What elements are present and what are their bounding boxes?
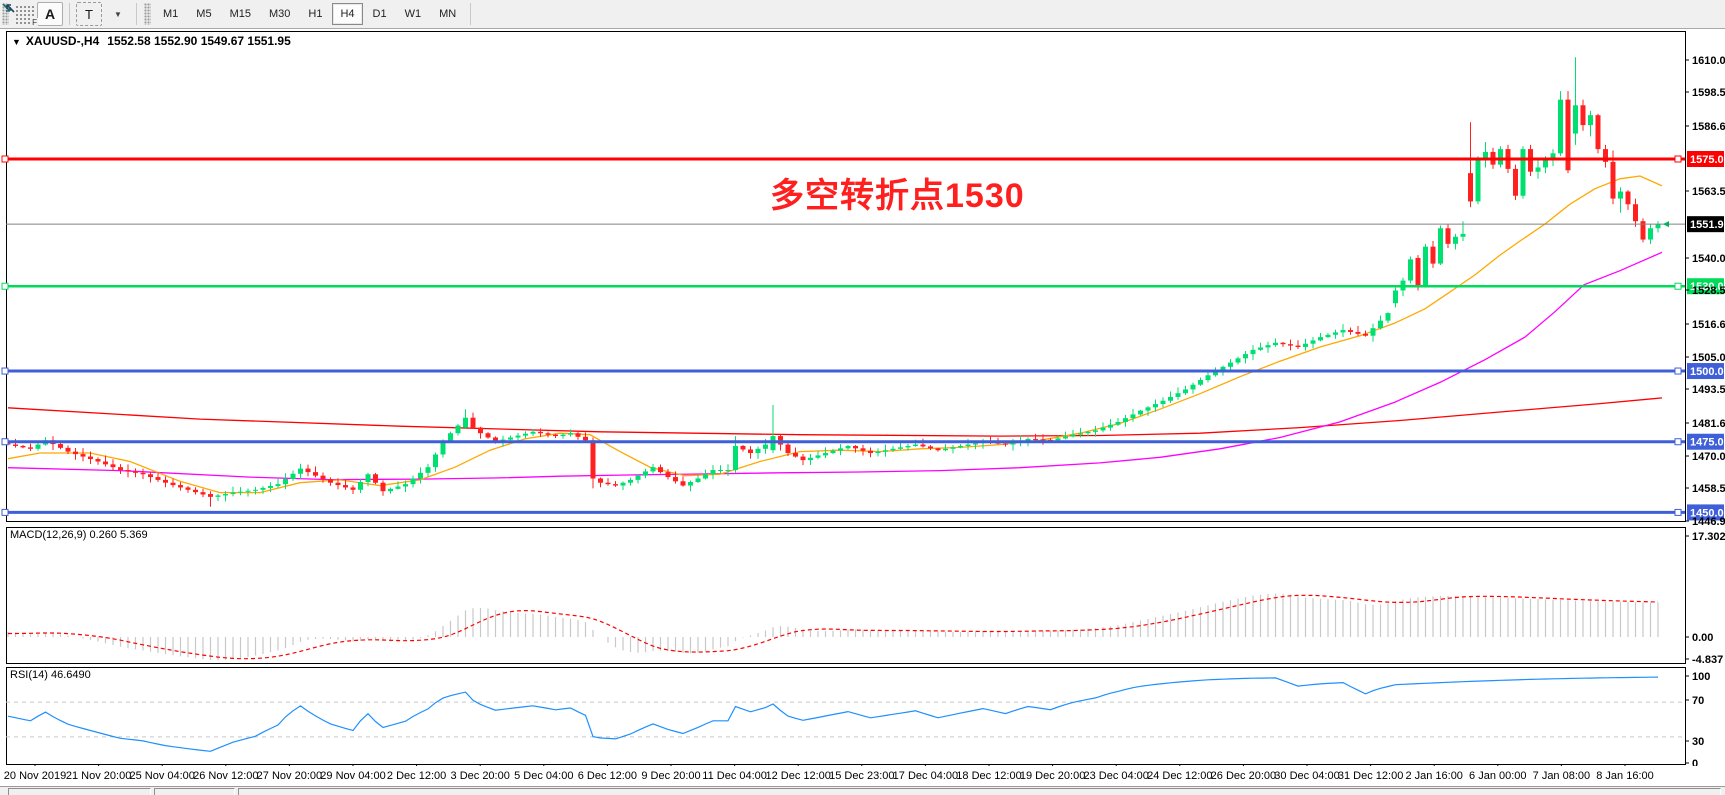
main-price-panel[interactable]: 1575.00 1530.00 1500.00 1475.00 1450.00 1551.… — [1, 31, 1725, 528]
time-axis-label: 12 Dec 12:00 — [765, 770, 831, 782]
macd-indicator-label: MACD(12,26,9) 0.260 5.369 — [10, 529, 148, 541]
timeframe-button-h1[interactable]: H1 — [308, 8, 323, 20]
svg-text:1598.50: 1598.50 — [1692, 87, 1725, 99]
svg-text:0.00: 0.00 — [1692, 632, 1713, 644]
svg-text:1470.05: 1470.05 — [1692, 451, 1725, 463]
time-axis-label: 25 Nov 04:00 — [129, 770, 195, 782]
svg-text:1528.50: 1528.50 — [1692, 285, 1725, 297]
diagonal-arrows-icon — [2, 3, 15, 13]
timeframe-button-d1[interactable]: D1 — [372, 8, 387, 20]
svg-text:1493.50: 1493.50 — [1692, 384, 1725, 396]
time-axis-label: 11 Dec 04:00 — [702, 770, 767, 782]
time-axis-label: 2 Jan 16:00 — [1405, 770, 1463, 782]
time-axis-label: 7 Jan 08:00 — [1532, 770, 1591, 782]
time-axis-label: 15 Dec 23:00 — [829, 770, 895, 782]
status-bar — [0, 786, 1725, 795]
toolbar-separator — [69, 3, 70, 25]
time-axis-label: 27 Nov 20:00 — [256, 770, 323, 782]
svg-text:1563.50: 1563.50 — [1692, 186, 1725, 198]
toolbar: F A T ▼ M1 M5 M15 M30 H1 H4 D1 W1 MN — [0, 0, 1725, 29]
chart-annotation-text[interactable]: 多空转折点1530 — [770, 177, 1025, 215]
svg-text:1450.00: 1450.00 — [1690, 507, 1725, 519]
status-cell — [238, 788, 1721, 795]
grid-icon[interactable]: F — [14, 4, 38, 27]
time-axis-label: 23 Dec 04:00 — [1083, 770, 1149, 782]
timeframe-button-h4[interactable]: H4 — [332, 3, 363, 25]
svg-text:17.302: 17.302 — [1692, 531, 1725, 543]
time-axis-label: 6 Jan 00:00 — [1469, 770, 1527, 782]
time-axis-label: 3 Dec 20:00 — [450, 770, 510, 782]
time-axis-label: 2 Dec 12:00 — [386, 770, 447, 782]
time-axis-label: 24 Dec 12:00 — [1147, 770, 1213, 782]
timeframe-group: M1 M5 M15 M30 H1 H4 D1 W1 MN — [154, 3, 465, 25]
svg-text:1446.95: 1446.95 — [1692, 516, 1725, 528]
time-axis-label: 17 Dec 04:00 — [892, 770, 959, 782]
toolbar-drag-handle[interactable] — [144, 3, 151, 25]
time-axis-label: 8 Jan 16:00 — [1596, 770, 1654, 782]
svg-text:1505.05: 1505.05 — [1692, 352, 1725, 364]
timeframe-button-w1[interactable]: W1 — [404, 8, 422, 20]
timeframe-button-m15[interactable]: M15 — [229, 8, 251, 20]
svg-text:1500.00: 1500.00 — [1690, 366, 1725, 378]
time-axis-label: 19 Dec 20:00 — [1019, 770, 1086, 782]
toolbar-separator — [470, 3, 472, 25]
svg-text:100: 100 — [1692, 671, 1710, 683]
timeframe-button-mn[interactable]: MN — [439, 8, 457, 20]
timeframe-button-m30[interactable]: M30 — [268, 8, 291, 20]
svg-text:1458.50: 1458.50 — [1692, 483, 1725, 495]
timeframe-button-m1[interactable]: M1 — [163, 8, 179, 20]
time-axis-label: 30 Dec 04:00 — [1274, 770, 1340, 782]
symbol-period-label: XAUUSD-,H4 — [25, 34, 100, 48]
svg-text:1586.60: 1586.60 — [1692, 121, 1725, 133]
ohlc-values: 1552.58 1552.90 1549.67 1551.95 — [107, 34, 291, 48]
rsi-indicator-label: RSI(14) 46.6490 — [10, 669, 91, 681]
timeframe-button-m5[interactable]: M5 — [196, 8, 212, 20]
time-axis-label: 20 Nov 2019 — [3, 770, 67, 782]
time-axis-label: 5 Dec 04:00 — [514, 770, 574, 782]
status-cell — [8, 788, 151, 795]
chart-title: ▼ XAUUSD-,H4 1552.58 1552.90 1549.67 1551.… — [12, 34, 291, 48]
svg-text:0: 0 — [1692, 758, 1698, 770]
svg-text:1540.05: 1540.05 — [1692, 253, 1725, 265]
macd-panel[interactable]: 17.302 0.00 -4.837 — [6, 527, 1725, 666]
time-axis-label: 9 Dec 20:00 — [641, 770, 701, 782]
annotate-text-button[interactable]: A — [37, 2, 63, 26]
svg-text:1575.00: 1575.00 — [1690, 154, 1725, 166]
time-axis-label: 6 Dec 12:00 — [577, 770, 638, 782]
text-label-button[interactable]: T — [76, 2, 102, 26]
svg-text:30: 30 — [1692, 736, 1704, 748]
svg-text:1481.60: 1481.60 — [1692, 418, 1725, 430]
svg-text:1610.05: 1610.05 — [1692, 55, 1725, 67]
rsi-panel[interactable]: 100 70 30 0 — [6, 667, 1725, 770]
svg-text:1551.95: 1551.95 — [1690, 219, 1725, 231]
svg-text:-4.837: -4.837 — [1692, 654, 1723, 666]
time-axis-label: 18 Dec 12:00 — [956, 770, 1022, 782]
toolbar-drag-handle[interactable] — [2, 3, 9, 25]
svg-text:70: 70 — [1692, 695, 1704, 707]
time-axis-label: 26 Nov 12:00 — [193, 770, 259, 782]
time-axis-label: 21 Nov 20:00 — [65, 770, 132, 782]
time-axis-label: 26 Dec 20:00 — [1210, 770, 1277, 782]
svg-text:1530.00: 1530.00 — [1690, 281, 1725, 293]
arrows-tool-button[interactable]: ▼ — [2, 2, 130, 26]
svg-text:1516.60: 1516.60 — [1692, 319, 1725, 331]
status-cell — [154, 788, 235, 795]
time-axis[interactable]: 20 Nov 2019 21 Nov 20:00 25 Nov 04:00 26 No… — [0, 766, 1725, 786]
chevron-down-icon[interactable]: ▼ — [12, 37, 21, 47]
svg-text:1475.00: 1475.00 — [1690, 437, 1725, 449]
chevron-down-icon: ▼ — [114, 9, 122, 19]
toolbar-separator — [136, 3, 137, 25]
time-axis-label: 29 Nov 04:00 — [320, 770, 386, 782]
time-axis-label: 31 Dec 12:00 — [1337, 770, 1404, 782]
